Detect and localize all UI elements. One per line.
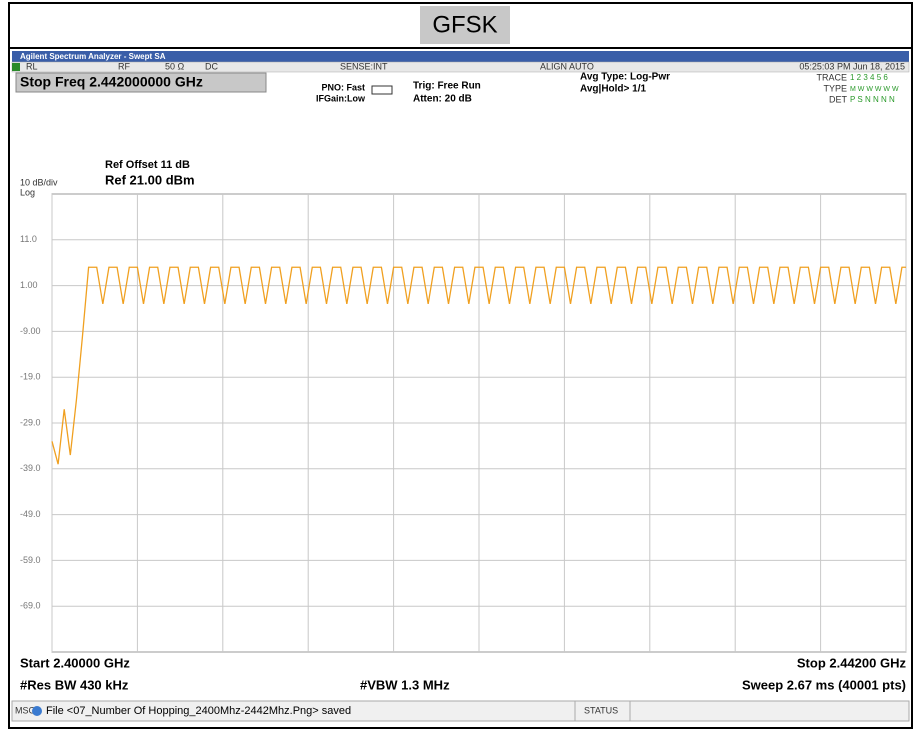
setting-avg-hold: Avg|Hold> 1/1 — [580, 84, 646, 95]
setting-atten: Atten: 20 dB — [413, 94, 472, 105]
title-box — [420, 6, 510, 44]
ref-offset: Ref Offset 11 dB — [105, 159, 190, 171]
y-tick-label: -59.0 — [20, 555, 41, 565]
y-tick-label: -39.0 — [20, 463, 41, 473]
message: File <07_Number Of Hopping_2400Mhz-2442M… — [46, 705, 351, 717]
start-freq: Start 2.40000 GHz — [20, 655, 130, 670]
det-label: DET — [829, 94, 848, 104]
scale: 10 dB/div — [20, 177, 58, 187]
info-icon — [32, 706, 42, 716]
det-value: P S N N N N — [850, 95, 895, 104]
sweep: Sweep 2.67 ms (40001 pts) — [742, 677, 906, 692]
trace — [51, 266, 906, 465]
vbw: #VBW 1.3 MHz — [360, 677, 450, 692]
trigger-icon — [371, 85, 393, 95]
message-bar — [11, 700, 910, 722]
y-tick-label: 11.0 — [20, 234, 37, 244]
status-rf: RF — [118, 61, 130, 71]
stop-freq: Stop 2.44200 GHz — [797, 655, 907, 670]
status-time: 05:25:03 PM Jun 18, 2015 — [799, 61, 905, 71]
setting-ifgain: IFGain:Low — [316, 93, 366, 103]
type-label: TYPE — [823, 83, 847, 93]
status-row — [11, 61, 910, 73]
y-tick-label: -19.0 — [20, 372, 41, 382]
y-tick-label: -69.0 — [20, 601, 41, 611]
setting-trig: Trig: Free Run — [413, 81, 481, 92]
status-rl: RL — [26, 61, 38, 71]
setting-pno: PNO: Fast — [321, 82, 365, 92]
trace-value: 1 2 3 4 5 6 — [850, 73, 888, 82]
type-value: M W W W W W — [850, 86, 899, 93]
y-tick-label: -29.0 — [20, 417, 41, 427]
lxi-icon — [12, 63, 20, 71]
active-function-box — [15, 72, 267, 93]
app-title: Agilent Spectrum Analyzer - Swept SA — [20, 52, 166, 61]
status-impedance: 50 Ω — [165, 61, 185, 71]
y-tick-label: -9.00 — [20, 326, 41, 336]
trace-label: TRACE — [816, 72, 847, 82]
page-title: GFSK — [432, 11, 497, 38]
y-tick-label: -49.0 — [20, 509, 41, 519]
active-function: Stop Freq 2.442000000 GHz — [20, 74, 203, 90]
app-title-bar — [12, 51, 909, 62]
status-sense: SENSE:INT — [340, 61, 388, 71]
status-label: STATUS — [584, 705, 618, 715]
scale-type: Log — [20, 187, 35, 197]
plot: 11.0 1.00 -9.00 -19.0 -29.0 -39.0 -49.0 -59.0 -6… — [20, 193, 907, 653]
y-tick-label: 1.00 — [20, 280, 38, 290]
rbw: #Res BW 430 kHz — [20, 677, 129, 692]
setting-avg-type: Avg Type: Log-Pwr — [580, 72, 670, 83]
status-coupling: DC — [205, 61, 218, 71]
status-align: ALIGN AUTO — [540, 61, 594, 71]
msg-label: MSG — [15, 705, 36, 715]
ref-level: Ref 21.00 dBm — [105, 172, 195, 187]
